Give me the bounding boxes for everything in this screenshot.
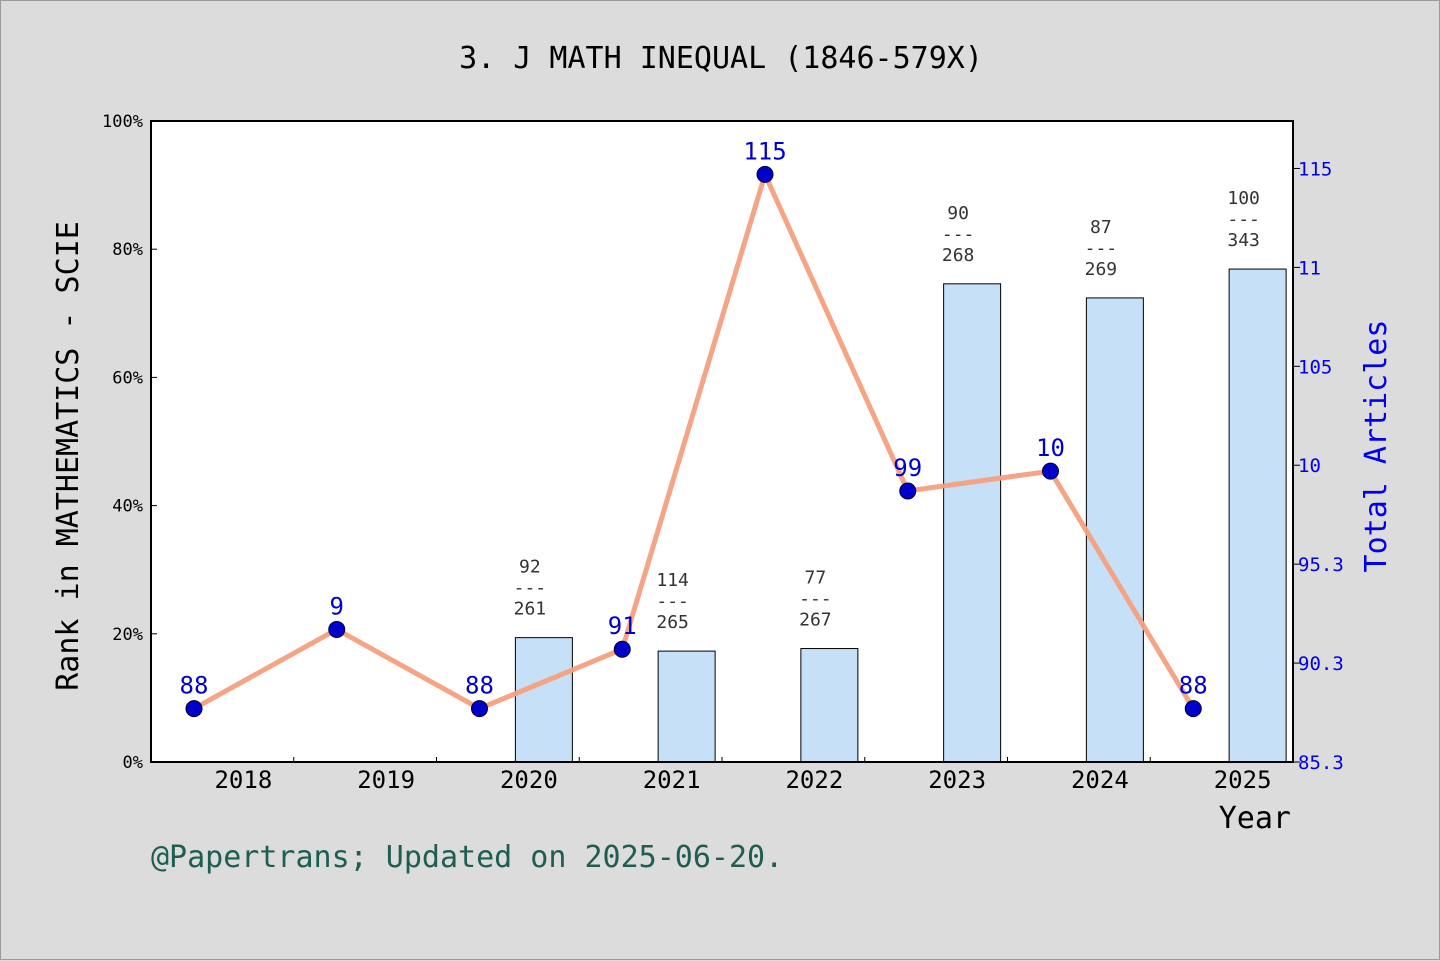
articles-point-2019: [328, 620, 346, 638]
bar-2022: [800, 648, 859, 763]
articles-label-2024: 10: [1036, 434, 1065, 462]
articles-point-2018: [185, 700, 203, 718]
articles-label-2022: 115: [743, 137, 786, 165]
bar-rank-label-2023: 90: [947, 203, 969, 224]
bar-sep-label-2020: ---: [514, 578, 547, 599]
left-tick-label: 80%: [112, 240, 143, 260]
bar-2024: [1085, 297, 1144, 763]
right-tick-label: 10: [1298, 455, 1321, 477]
articles-point-2023: [899, 482, 917, 500]
bar-total-label-2024: 269: [1085, 259, 1118, 280]
bar-2025: [1228, 268, 1287, 763]
x-tick-label: 2018: [214, 766, 272, 794]
x-tick-label: 2025: [1214, 766, 1272, 794]
bar-rank-label-2021: 114: [656, 570, 689, 591]
left-tick-label: 100%: [102, 112, 143, 132]
x-tick-label: 2022: [785, 766, 843, 794]
bar-sep-label-2021: ---: [656, 591, 689, 612]
labels-layer: 92---261114---26577---26790---26887---26…: [180, 137, 1260, 699]
bar-sep-label-2024: ---: [1085, 238, 1118, 259]
articles-point-2022: [756, 165, 774, 183]
articles-point-2020: [471, 700, 488, 718]
right-tick-label: 115: [1298, 158, 1332, 180]
bars-layer: [514, 268, 1287, 763]
bar-2020: [514, 637, 573, 763]
bar-total-label-2021: 265: [656, 612, 689, 633]
right-axis-label: Total Articles: [1359, 320, 1394, 573]
right-tick-label: 85.3: [1298, 752, 1344, 774]
left-tick-label: 60%: [112, 368, 143, 388]
bar-rank-label-2022: 77: [805, 568, 827, 589]
right-tick-label: 95.3: [1298, 554, 1344, 576]
x-tick-label: 2019: [357, 766, 415, 794]
x-tick-label: 2024: [1071, 766, 1129, 794]
left-tick-label: 20%: [112, 625, 143, 645]
x-tick-label: 2023: [928, 766, 986, 794]
articles-label-2020: 88: [465, 672, 494, 700]
bar-sep-label-2022: ---: [799, 589, 832, 610]
line-layer: [185, 165, 1202, 718]
right-tick-label: 105: [1298, 356, 1332, 378]
bar-2021: [657, 650, 716, 763]
bar-total-label-2023: 268: [942, 245, 975, 266]
articles-line: [192, 171, 1196, 712]
bar-total-label-2022: 267: [799, 610, 832, 631]
right-tick-label: 90.3: [1298, 653, 1344, 675]
bar-rank-label-2025: 100: [1227, 188, 1260, 209]
bar-sep-label-2023: ---: [942, 224, 975, 245]
articles-label-2023: 99: [893, 454, 922, 482]
axis-layer: 0% 20% 40% 60% 80% 100% 85.3 90.3 95.3 10 105 11 115…: [102, 112, 1344, 794]
bar-rank-label-2024: 87: [1090, 217, 1112, 238]
left-tick-label: 0%: [123, 753, 143, 773]
bar-rank-label-2020: 92: [519, 557, 541, 578]
bar-total-label-2025: 343: [1227, 230, 1260, 251]
left-axis-label: Rank in MATHEMATICS - SCIE: [51, 221, 86, 691]
footer-credit: @Papertrans; Updated on 2025-06-20.: [151, 840, 783, 875]
x-tick-label: 2021: [643, 766, 701, 794]
x-axis-label: Year: [1219, 801, 1291, 836]
bar-sep-label-2025: ---: [1227, 209, 1260, 230]
articles-point-2024: [1042, 462, 1059, 480]
articles-point-2021: [613, 640, 631, 658]
articles-label-2025: 88: [1179, 672, 1208, 700]
articles-label-2021: 91: [608, 612, 637, 640]
articles-point-2025: [1184, 700, 1202, 718]
bar-total-label-2020: 261: [514, 599, 547, 620]
articles-label-2019: 9: [330, 592, 344, 620]
articles-label-2018: 88: [180, 672, 209, 700]
x-tick-label: 2020: [500, 766, 558, 794]
right-tick-label: 11: [1298, 257, 1321, 279]
bar-2023: [943, 283, 1002, 763]
chart-title: 3. J MATH INEQUAL (1846-579X): [459, 41, 983, 76]
left-tick-label: 40%: [112, 497, 143, 517]
